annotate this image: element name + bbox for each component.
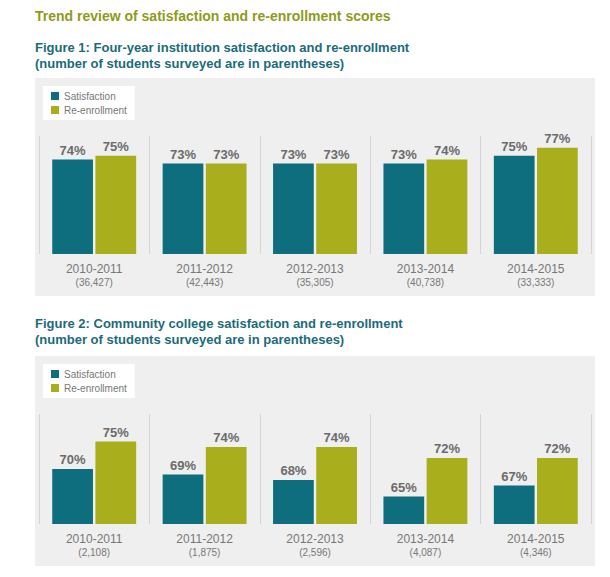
svg-text:2011-2012: 2011-2012 bbox=[176, 532, 233, 546]
svg-text:2014-2015: 2014-2015 bbox=[507, 262, 565, 276]
svg-text:74%: 74% bbox=[213, 430, 239, 445]
svg-text:(33,333): (33,333) bbox=[517, 277, 554, 288]
svg-text:72%: 72% bbox=[434, 441, 460, 456]
svg-text:2011-2012: 2011-2012 bbox=[176, 262, 233, 276]
svg-text:(40,738): (40,738) bbox=[407, 277, 444, 288]
svg-text:Satisfaction: Satisfaction bbox=[64, 91, 116, 102]
svg-text:2013-2014: 2013-2014 bbox=[397, 532, 455, 546]
svg-text:(4,087): (4,087) bbox=[410, 547, 442, 558]
svg-text:75%: 75% bbox=[103, 425, 129, 440]
svg-text:2014-2015: 2014-2015 bbox=[507, 532, 565, 546]
svg-text:75%: 75% bbox=[501, 139, 527, 154]
svg-text:65%: 65% bbox=[391, 480, 417, 495]
html-text:(number of students surveyed a: (number of students surveyed are in pare… bbox=[35, 56, 345, 71]
svg-text:75%: 75% bbox=[103, 139, 129, 154]
svg-text:2010-2011: 2010-2011 bbox=[66, 532, 123, 546]
svg-text:(4,346): (4,346) bbox=[520, 547, 552, 558]
svg-text:2010-2011: 2010-2011 bbox=[66, 262, 123, 276]
html-text:Figure 2: Community college sa: Figure 2: Community college satisfaction… bbox=[35, 316, 403, 331]
svg-text:70%: 70% bbox=[60, 452, 86, 467]
svg-text:67%: 67% bbox=[501, 469, 527, 484]
svg-text:(1,875): (1,875) bbox=[189, 547, 221, 558]
svg-text:(35,305): (35,305) bbox=[296, 277, 333, 288]
svg-text:73%: 73% bbox=[391, 147, 417, 162]
svg-text:Re-enrollment: Re-enrollment bbox=[64, 105, 127, 116]
svg-text:73%: 73% bbox=[324, 147, 350, 162]
svg-text:72%: 72% bbox=[544, 441, 570, 456]
svg-text:74%: 74% bbox=[60, 143, 86, 158]
html-text:(number of students surveyed a: (number of students surveyed are in pare… bbox=[35, 332, 345, 347]
svg-text:Satisfaction: Satisfaction bbox=[64, 369, 116, 380]
svg-text:74%: 74% bbox=[434, 143, 460, 158]
html-text:Figure 1: Four-year institutio: Figure 1: Four-year institution satisfac… bbox=[35, 40, 410, 55]
svg-text:(2,108): (2,108) bbox=[78, 547, 110, 558]
html-text:Trend review of satisfaction a: Trend review of satisfaction and re-enro… bbox=[35, 8, 391, 24]
svg-text:(2,596): (2,596) bbox=[299, 547, 331, 558]
svg-text:74%: 74% bbox=[324, 430, 350, 445]
svg-text:2012-2013: 2012-2013 bbox=[286, 262, 344, 276]
svg-text:73%: 73% bbox=[213, 147, 239, 162]
svg-text:(36,427): (36,427) bbox=[76, 277, 113, 288]
svg-text:68%: 68% bbox=[280, 463, 306, 478]
svg-text:77%: 77% bbox=[544, 131, 570, 146]
svg-text:73%: 73% bbox=[280, 147, 306, 162]
svg-text:Re-enrollment: Re-enrollment bbox=[64, 383, 127, 394]
svg-text:73%: 73% bbox=[170, 147, 196, 162]
svg-text:(42,443): (42,443) bbox=[186, 277, 223, 288]
svg-text:69%: 69% bbox=[170, 458, 196, 473]
svg-text:2012-2013: 2012-2013 bbox=[286, 532, 344, 546]
svg-text:2013-2014: 2013-2014 bbox=[397, 262, 455, 276]
